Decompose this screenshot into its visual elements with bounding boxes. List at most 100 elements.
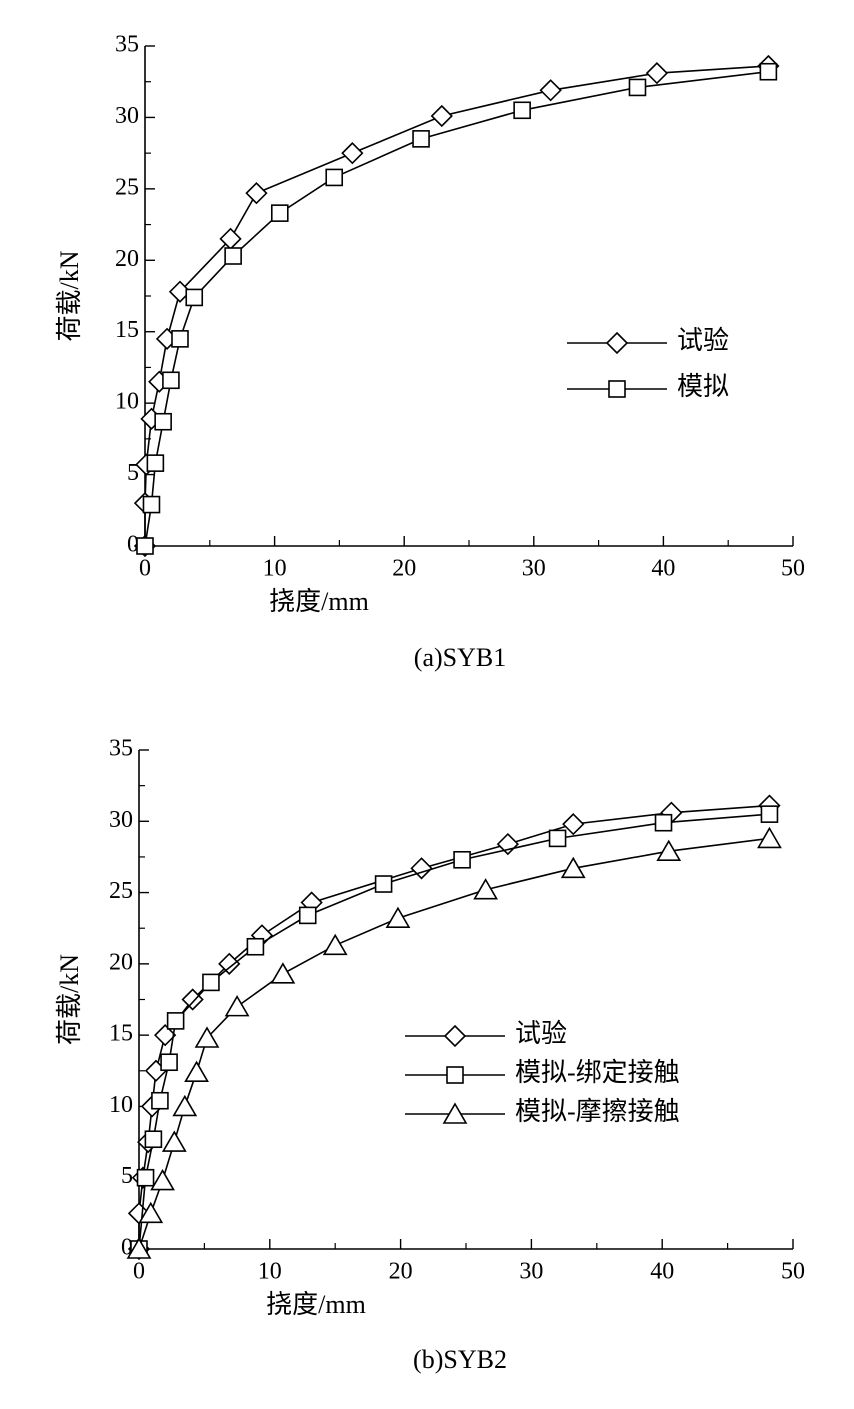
y-tick-label: 10: [109, 1092, 133, 1118]
marker: [374, 875, 393, 893]
y-tick-label: 5: [121, 1163, 133, 1189]
marker: [757, 826, 782, 849]
series-line: [144, 65, 769, 546]
legend-label: 试验: [677, 326, 729, 355]
caption: (a)SYB1: [414, 643, 506, 672]
x-tick-label: 20: [392, 556, 416, 582]
y-axis-label: 荷载/kN: [55, 954, 84, 1045]
marker: [246, 937, 265, 956]
y-tick-label: 0: [127, 532, 139, 558]
marker: [224, 995, 250, 1017]
marker: [453, 850, 471, 869]
marker: [548, 829, 567, 848]
marker: [270, 204, 289, 222]
marker: [656, 839, 682, 862]
x-tick-label: 50: [781, 556, 805, 582]
y-tick-label: 20: [109, 949, 133, 975]
marker: [172, 1094, 198, 1117]
x-axis-label: 挠度/mm: [269, 587, 369, 616]
legend-label: 模拟-绑定接触: [515, 1058, 680, 1087]
chart: 0 10 20 30 40 5005101520253035挠度/mm荷载/kN(b)SY…: [55, 736, 805, 1374]
marker: [171, 330, 189, 348]
marker: [154, 412, 172, 431]
y-tick-label: 25: [109, 878, 133, 904]
marker: [138, 1201, 164, 1224]
marker: [560, 856, 586, 879]
marker: [645, 62, 669, 85]
y-tick-label: 15: [115, 317, 139, 343]
marker: [628, 78, 647, 97]
y-tick-label: 15: [109, 1021, 133, 1047]
marker: [166, 1012, 185, 1030]
y-axis-label: 荷载/kN: [55, 250, 84, 341]
legend-label: 试验: [515, 1019, 567, 1048]
caption: (b)SYB2: [413, 1345, 507, 1374]
marker: [184, 1060, 209, 1083]
x-tick-label: 30: [522, 556, 546, 582]
marker: [385, 906, 411, 929]
marker: [194, 1026, 220, 1048]
x-tick-label: 50: [781, 1259, 805, 1285]
x-tick-label: 10: [258, 1259, 282, 1285]
x-tick-label: 40: [651, 556, 675, 582]
y-tick-label: 10: [115, 389, 139, 415]
marker: [185, 288, 204, 307]
y-tick-label: 20: [115, 246, 139, 272]
marker: [126, 1237, 152, 1259]
marker: [144, 1130, 163, 1149]
legend-marker: [605, 331, 629, 355]
marker: [146, 454, 165, 472]
marker: [162, 371, 180, 390]
legend-marker: [443, 1024, 467, 1048]
marker: [562, 813, 585, 836]
x-tick-label: 40: [650, 1259, 674, 1285]
marker: [154, 1024, 177, 1047]
marker: [224, 247, 242, 265]
series-line: [144, 70, 769, 547]
chart: 0 10 20 30 40 50 0 5 10 15 20 25 30 35 挠度/mm 荷载/kN (a)SY…: [55, 32, 805, 672]
x-tick-label: 0: [139, 556, 151, 582]
marker: [202, 973, 220, 992]
legend-marker: [442, 1102, 468, 1124]
legend-label: 模拟: [677, 372, 729, 401]
marker: [412, 130, 430, 148]
x-tick-label: 20: [389, 1259, 413, 1285]
marker: [161, 1130, 187, 1152]
y-tick-label: 35: [115, 32, 139, 58]
marker: [245, 182, 268, 205]
y-tick-label: 25: [115, 174, 139, 200]
marker: [760, 805, 779, 823]
marker: [136, 1168, 155, 1187]
marker: [160, 1053, 178, 1072]
marker: [654, 813, 673, 832]
legend-marker: [446, 1066, 464, 1084]
marker: [270, 962, 296, 984]
marker: [539, 79, 562, 102]
marker: [341, 142, 364, 165]
marker: [496, 832, 519, 856]
marker: [168, 280, 192, 303]
marker: [136, 537, 154, 555]
y-tick-label: 30: [109, 807, 133, 833]
marker: [151, 1091, 169, 1110]
marker: [322, 933, 348, 956]
marker: [473, 878, 499, 900]
marker: [410, 857, 433, 880]
y-tick-label: 35: [109, 736, 133, 762]
y-tick-label: 30: [115, 103, 139, 129]
marker: [298, 906, 317, 925]
marker: [759, 62, 778, 81]
x-tick-label: 10: [263, 556, 287, 582]
marker: [513, 101, 531, 120]
x-tick-label: 0: [133, 1259, 145, 1285]
y-tick-label: 5: [127, 460, 139, 486]
x-tick-label: 30: [519, 1259, 543, 1285]
x-axis-label: 挠度/mm: [266, 1290, 366, 1319]
marker: [325, 168, 344, 187]
marker: [218, 952, 241, 975]
legend-label: 模拟-摩擦接触: [515, 1097, 680, 1126]
marker: [142, 495, 161, 514]
marker: [150, 1168, 175, 1191]
marker: [430, 104, 453, 128]
